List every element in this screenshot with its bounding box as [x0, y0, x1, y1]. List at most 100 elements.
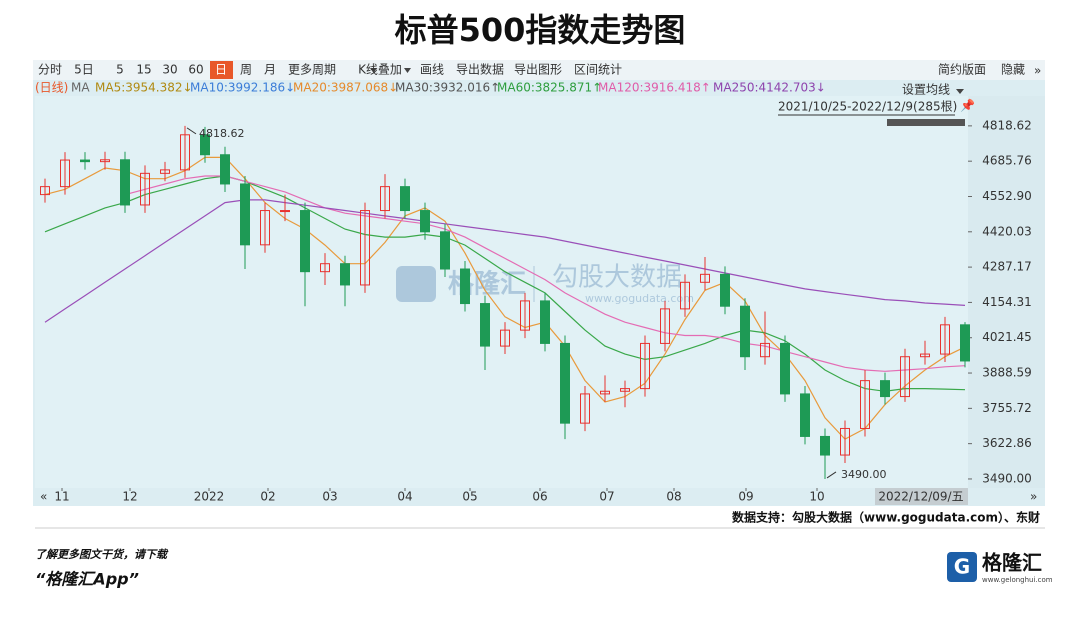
candle-body: [140, 172, 150, 206]
candle-body: [500, 329, 510, 347]
candle-body: [180, 134, 190, 171]
candle-body: [780, 342, 790, 395]
candle-body: [420, 210, 430, 233]
ma-legend: MA5:3954.382↓: [95, 81, 193, 95]
logo-g: G: [954, 555, 970, 579]
ma-line: [44, 199, 966, 323]
candle-body: [240, 183, 250, 246]
toolbar-item[interactable]: 30: [162, 63, 177, 77]
candle-body: [740, 305, 750, 358]
toolbar-item[interactable]: 导出图形: [514, 63, 562, 77]
range-label: 2021/10/25-2022/12/9(285根): [778, 100, 957, 114]
x-tick-label: 10: [809, 490, 824, 504]
ma-legend: MA20:3987.068↓: [293, 81, 398, 95]
low-arrow: [826, 471, 837, 479]
toolbar-item[interactable]: 简约版面: [938, 62, 986, 77]
candle-body: [440, 231, 450, 270]
candle-body: [720, 273, 730, 307]
candle-body: [460, 268, 470, 305]
y-tick-label: 3490.00: [982, 471, 1032, 485]
toolbar-item[interactable]: 分时: [38, 63, 62, 77]
toolbar-item[interactable]: 5: [116, 63, 124, 77]
active-period: [210, 61, 233, 79]
app-name: “格隆汇App”: [35, 570, 139, 589]
y-tick-label: 4154.31: [982, 295, 1032, 309]
ma-legend: MA10:3992.186↓: [190, 81, 295, 95]
candle-body: [820, 435, 830, 456]
toolbar-item[interactable]: 画线: [420, 63, 444, 77]
candle-body: [860, 380, 870, 429]
x-tick-label: 04: [397, 490, 412, 504]
candle-body: [760, 342, 770, 358]
x-tick-label: 02: [260, 490, 275, 504]
candle-body: [580, 393, 590, 424]
toolbar-item[interactable]: 月: [264, 63, 276, 77]
y-tick-label: 4685.76: [982, 154, 1032, 168]
toolbar-item[interactable]: 5日: [74, 63, 94, 77]
cursor-box: [875, 488, 968, 505]
x-tick-label: 05: [462, 490, 477, 504]
x-tick-label: 12: [122, 490, 137, 504]
candle-body: [520, 300, 530, 331]
ma-line: [124, 175, 966, 372]
toolbar: [33, 60, 1045, 80]
y-tick-label: 4552.90: [982, 189, 1032, 203]
ma-legend: MA120:3916.418↑: [598, 81, 711, 95]
toolbar-item[interactable]: 更多周期: [288, 63, 336, 77]
logo-mark: [947, 552, 977, 582]
toolbar-item[interactable]: 导出数据: [456, 62, 504, 77]
watermark-data: 勾股大数据: [552, 263, 682, 293]
toolbar-item[interactable]: K线叠加: [358, 63, 402, 77]
scroll-left[interactable]: «: [40, 490, 47, 504]
candle-body: [540, 300, 550, 344]
candle-body: [940, 324, 950, 355]
x-tick-label: 09: [738, 490, 753, 504]
toolbar-item[interactable]: 60: [188, 63, 203, 77]
toolbar-item[interactable]: 区间统计: [574, 63, 622, 77]
candle-body: [280, 210, 290, 213]
candle-body: [660, 308, 670, 344]
ma-setting[interactable]: 设置均线: [902, 83, 950, 97]
ma-legend: MA60:3825.871↑: [497, 81, 602, 95]
toolbar-item[interactable]: 日: [215, 63, 227, 77]
candle-body: [640, 342, 650, 390]
expand-icon: »: [1034, 64, 1041, 78]
candle-body: [260, 210, 270, 246]
watermark-brand: 格隆汇: [448, 269, 526, 300]
x-tick-label: 08: [666, 490, 681, 504]
candle-body: [960, 324, 970, 362]
ma-legend: MA250:4142.703↓: [713, 81, 826, 95]
candle-body: [160, 169, 170, 174]
source: 数据支持：勾股大数据（www.gogudata.com）、东财: [732, 510, 1040, 525]
ma-label: MA: [71, 81, 90, 95]
candle-body: [600, 390, 610, 395]
toolbar-item[interactable]: 隐藏: [1001, 63, 1025, 77]
ma-legend: MA30:3932.016↑: [395, 81, 500, 95]
ma-line: [44, 156, 966, 440]
toolbar-item[interactable]: 15: [136, 63, 151, 77]
scroll-right[interactable]: »: [1030, 490, 1037, 504]
plot-area: [35, 96, 968, 488]
y-tick-label: 4287.17: [982, 260, 1032, 274]
candle-body: [40, 186, 50, 196]
candle-body: [300, 210, 310, 273]
y-tick-label: 4818.62: [982, 118, 1032, 132]
candle-body: [340, 263, 350, 286]
x-tick-label: 06: [532, 490, 547, 504]
toolbar-item[interactable]: 周: [240, 63, 252, 77]
candle-body: [60, 159, 70, 188]
y-tick-label: 4021.45: [982, 330, 1032, 344]
candle-body: [480, 303, 490, 347]
candle-body: [680, 281, 690, 310]
cursor-date: 2022/12/09/五: [878, 490, 963, 504]
candle-body: [380, 186, 390, 212]
ma-line: [44, 175, 966, 392]
chart-title: 标普500指数走势图: [395, 11, 686, 49]
candle-body: [920, 353, 930, 358]
y-axis-area: [968, 96, 1045, 488]
x-tick-label: 11: [54, 490, 69, 504]
candle-body: [800, 393, 810, 437]
high-arrow: [186, 127, 197, 135]
